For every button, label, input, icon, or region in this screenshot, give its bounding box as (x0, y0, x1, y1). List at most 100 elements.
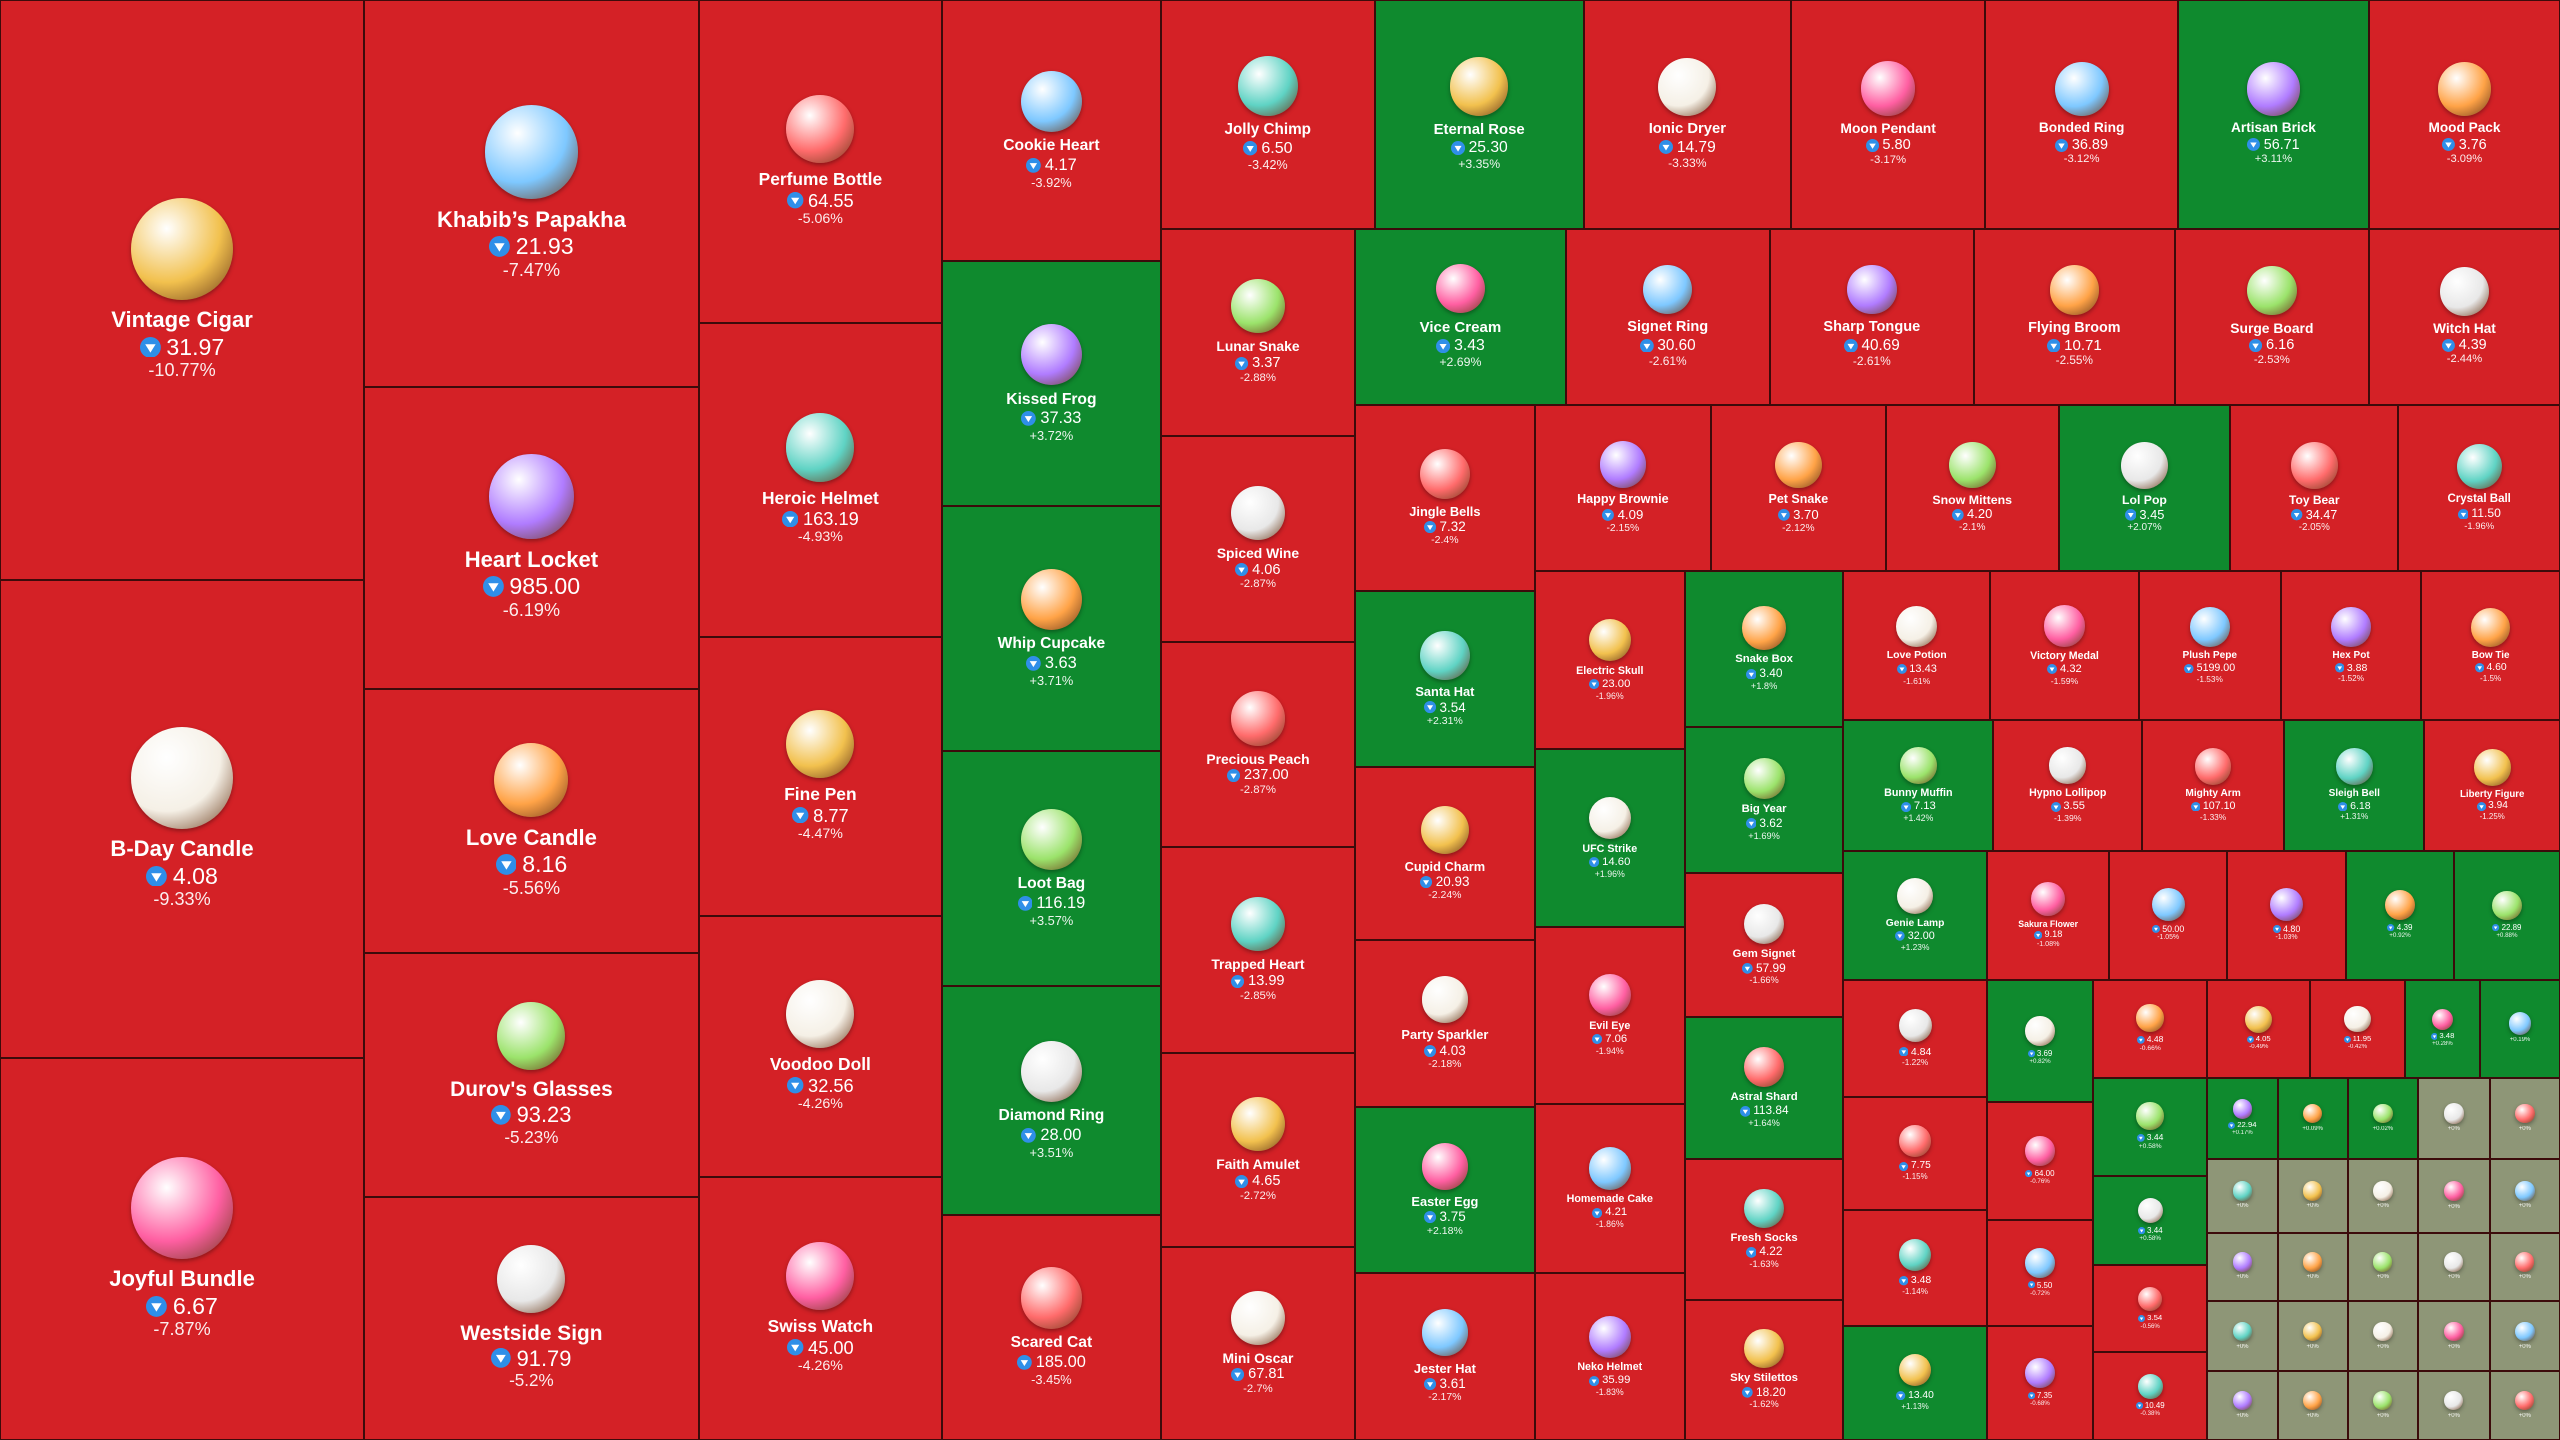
ton-icon (1589, 679, 1600, 690)
ton-icon (2338, 801, 2348, 812)
gift-name: Neko Helmet (1577, 1361, 1643, 1374)
gift-icon (2373, 1181, 2393, 1201)
tile: Snake Box 3.40 +1.8% (1684, 571, 1844, 727)
gift-icon (2302, 1321, 2323, 1342)
gift-name: UFC Strike (1582, 843, 1638, 856)
tile: 4.84 -1.22% (1843, 979, 1987, 1098)
price-row: 91.79 (491, 1346, 571, 1371)
tile: Happy Brownie 4.09 -2.15% (1534, 404, 1711, 572)
gift-icon (1237, 55, 1298, 116)
price-row: 32.56 (787, 1075, 854, 1096)
gift-price: 67.81 (1248, 1366, 1285, 1383)
price-row: 8.16 (495, 851, 567, 878)
price-change: -1.5% (2480, 673, 2502, 683)
ton-icon (1739, 1105, 1751, 1117)
gift-name: Ionic Dryer (1648, 120, 1726, 137)
ton-icon (2442, 338, 2456, 352)
price-change: +0.82% (2029, 1057, 2051, 1065)
gift-icon (2031, 881, 2066, 916)
tile: 4.05 -0.49% (2207, 979, 2311, 1078)
price-change: +0% (2236, 1274, 2249, 1281)
price-row: 40.69 (1843, 336, 1900, 355)
gift-icon (2043, 605, 2086, 647)
ton-icon (1424, 1211, 1437, 1224)
gift-icon (1588, 1315, 1631, 1358)
price-change: -2.12% (1782, 522, 1815, 534)
gift-name: B-Day Candle (110, 836, 254, 862)
tile: Surge Board 6.16 -2.53% (2174, 228, 2369, 405)
gift-icon (2302, 1103, 2323, 1124)
ton-icon (1420, 875, 1433, 888)
ton-icon (1242, 141, 1258, 156)
price-row: 4.20 (1952, 507, 1992, 522)
gift-price: 4.21 (1605, 1206, 1628, 1219)
gift-icon (2344, 1005, 2371, 1033)
gift-price: 40.69 (1861, 336, 1900, 354)
gift-icon (2290, 442, 2338, 489)
tile: +0% (2277, 1371, 2348, 1440)
tile: +0% (2277, 1232, 2348, 1302)
tile: 64.00 -0.76% (1986, 1102, 2094, 1220)
gift-name: Heroic Helmet (762, 487, 879, 508)
gift-name: Snow Mittens (1932, 492, 2013, 507)
gift-price: 22.89 (2501, 922, 2522, 932)
price-change: +0% (2306, 1203, 2319, 1210)
price-change: +0.19% (2509, 1037, 2531, 1044)
gift-price: 3.45 (2139, 506, 2165, 522)
tile: Ionic Dryer 14.79 -3.33% (1583, 0, 1792, 229)
ton-icon (2025, 1169, 2033, 1177)
ton-icon (1778, 509, 1790, 521)
price-change: +0% (2306, 1274, 2319, 1281)
gift-icon (2189, 606, 2230, 647)
ton-icon (2387, 924, 2395, 932)
ton-icon (1865, 138, 1879, 152)
price-row: 6.50 (1242, 139, 1293, 157)
price-row: 4.84 (1898, 1046, 1931, 1058)
tile: Eternal Rose 25.30 +3.35% (1374, 0, 1584, 229)
ton-icon (1900, 801, 1912, 812)
tile: +0% (2277, 1301, 2348, 1372)
gift-price: 3.55 (2063, 800, 2085, 813)
ton-icon (2138, 1314, 2146, 1322)
tile: +0% (2207, 1371, 2278, 1440)
price-row: 3.40 (1745, 666, 1782, 681)
tile: Jingle Bells 7.32 -2.4% (1355, 404, 1535, 591)
gift-price: 3.70 (1793, 507, 1819, 523)
tile: Mighty Arm 107.10 -1.33% (2142, 720, 2285, 851)
tile: Fine Pen 8.77 -4.47% (698, 636, 943, 916)
gift-icon (1643, 264, 1693, 315)
ton-icon (2291, 509, 2303, 521)
ton-icon (1450, 140, 1465, 155)
gift-price: 6.67 (172, 1292, 218, 1319)
price-change: +1.31% (2340, 812, 2369, 822)
tile: Bunny Muffin 7.13 +1.42% (1843, 720, 1994, 851)
gift-price: 7.35 (2036, 1390, 2053, 1400)
ton-icon (1026, 656, 1041, 671)
gift-icon (2232, 1181, 2253, 1201)
price-change: +0% (2518, 1203, 2531, 1210)
ton-icon (782, 510, 799, 528)
ton-icon (1896, 664, 1907, 675)
price-change: +0% (2447, 1274, 2460, 1281)
ton-icon (2027, 1391, 2035, 1399)
gift-icon (2515, 1252, 2535, 1272)
gift-name: Easter Egg (1411, 1194, 1479, 1209)
gift-icon (1020, 808, 1083, 870)
gift-name: Bonded Ring (2038, 120, 2125, 136)
gift-icon (2492, 890, 2522, 921)
gift-icon (786, 709, 855, 778)
price-row: 32.00 (1895, 930, 1935, 942)
ton-icon (1424, 1044, 1437, 1057)
gift-price: 57.99 (1756, 960, 1786, 975)
gift-price: 50.00 (2162, 923, 2185, 934)
gift-icon (2437, 62, 2492, 116)
ton-icon (2272, 925, 2281, 934)
price-row: 21.93 (489, 233, 574, 260)
tile: 3.54 -0.56% (2093, 1265, 2208, 1352)
price-change: -2.15% (1606, 522, 1640, 534)
tile: Spiced Wine 4.06 -2.87% (1160, 435, 1356, 642)
tile: Astral Shard 113.84 +1.64% (1684, 1017, 1844, 1160)
gift-icon (1230, 691, 1286, 746)
gift-price: 34.47 (2305, 507, 2338, 522)
ton-icon (1016, 1355, 1032, 1370)
